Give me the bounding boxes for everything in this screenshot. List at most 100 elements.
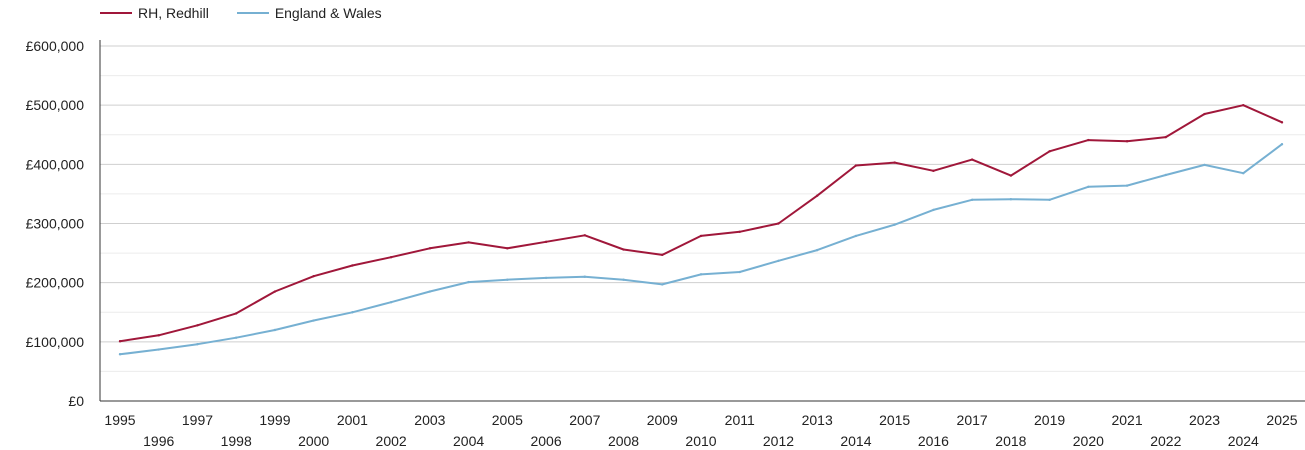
x-tick-label: 2015	[879, 412, 910, 428]
legend-item-series-2[interactable]: England & Wales	[236, 5, 382, 21]
x-tick-label: 2019	[1034, 412, 1065, 428]
data-point-series-2	[816, 248, 819, 252]
x-tick-label: 2014	[840, 433, 871, 449]
data-point-series-1	[661, 253, 664, 257]
data-point-series-2	[699, 273, 703, 276]
data-point-series-1	[196, 324, 199, 327]
data-point-series-1	[1280, 121, 1284, 124]
data-point-series-1	[389, 256, 393, 259]
data-point-series-2	[970, 198, 974, 202]
x-tick-label: 2007	[569, 412, 600, 428]
data-point-series-1	[932, 169, 935, 173]
data-point-series-2	[312, 319, 315, 322]
data-point-series-2	[738, 270, 741, 274]
x-tick-label: 2025	[1266, 412, 1297, 428]
data-point-series-1	[1203, 112, 1206, 116]
data-point-series-2	[1242, 172, 1245, 175]
data-point-series-1	[428, 247, 432, 250]
data-point-series-1	[544, 240, 548, 244]
legend-label-series-1: RH, Redhill	[138, 5, 209, 21]
data-point-series-2	[1203, 163, 1206, 167]
x-tick-label: 1997	[182, 412, 213, 428]
data-point-series-1	[1009, 174, 1013, 177]
x-tick-label: 2009	[647, 412, 678, 428]
data-point-series-1	[699, 234, 703, 238]
chart-legend: RH, Redhill England & Wales	[100, 3, 410, 23]
data-point-series-1	[467, 241, 470, 244]
y-tick-label: £400,000	[26, 156, 85, 172]
data-point-series-2	[622, 278, 625, 281]
x-tick-label: 1999	[259, 412, 290, 428]
y-tick-label: £300,000	[26, 216, 85, 232]
x-tick-label: 2004	[453, 433, 484, 449]
x-tick-label: 2005	[492, 412, 523, 428]
data-point-series-1	[622, 248, 625, 251]
legend-swatch-series-1	[100, 12, 132, 14]
data-point-series-2	[1164, 173, 1168, 177]
legend-swatch-series-2	[236, 12, 269, 14]
data-point-series-2	[467, 280, 470, 284]
x-tick-label: 2012	[763, 433, 794, 449]
x-tick-label: 1995	[104, 412, 135, 428]
data-point-series-2	[1280, 143, 1284, 146]
x-tick-label: 2010	[685, 433, 716, 449]
x-tick-label: 2013	[802, 412, 833, 428]
data-point-series-1	[816, 194, 819, 197]
y-tick-label: £200,000	[26, 275, 85, 291]
x-tick-label: 2011	[725, 412, 755, 428]
data-point-series-1	[970, 158, 974, 161]
data-point-series-2	[351, 311, 354, 314]
legend-item-series-1[interactable]: RH, Redhill	[100, 5, 209, 21]
data-point-series-1	[738, 230, 741, 233]
data-point-series-1	[854, 164, 858, 167]
x-tick-label: 1998	[221, 433, 252, 449]
data-point-series-2	[583, 275, 586, 278]
x-tick-label: 2017	[957, 412, 988, 428]
data-point-series-2	[1009, 198, 1013, 201]
x-tick-label: 2016	[918, 433, 949, 449]
data-point-series-2	[661, 283, 664, 286]
data-point-series-1	[777, 222, 780, 225]
data-point-series-2	[273, 328, 277, 332]
y-tick-label: £100,000	[26, 334, 85, 350]
data-point-series-2	[157, 348, 160, 351]
x-tick-label: 2008	[608, 433, 639, 449]
x-tick-label: 2018	[995, 433, 1026, 449]
data-point-series-1	[118, 340, 122, 343]
data-point-series-2	[932, 208, 935, 212]
data-point-series-1	[1125, 140, 1129, 143]
data-point-series-2	[506, 278, 509, 281]
x-tick-label: 2021	[1111, 412, 1142, 428]
data-point-series-1	[1242, 103, 1245, 107]
data-point-series-2	[118, 353, 122, 356]
data-point-series-2	[1087, 185, 1090, 189]
x-tick-label: 2006	[530, 433, 561, 449]
data-point-series-2	[1125, 184, 1129, 187]
data-point-series-2	[428, 290, 432, 293]
data-point-series-2	[893, 223, 896, 226]
data-point-series-2	[777, 259, 780, 262]
data-point-series-2	[196, 343, 199, 346]
data-point-series-2	[389, 300, 393, 304]
x-tick-label: 2023	[1189, 412, 1220, 428]
data-point-series-1	[506, 247, 509, 250]
data-point-series-1	[1048, 150, 1051, 153]
x-tick-label: 2003	[414, 412, 445, 428]
data-point-series-1	[351, 264, 354, 267]
y-tick-label: £500,000	[26, 97, 85, 113]
y-tick-label: £0	[68, 393, 84, 409]
series-line-2	[119, 143, 1283, 356]
data-point-series-2	[1048, 198, 1051, 202]
data-point-series-1	[312, 274, 315, 278]
data-point-series-1	[235, 312, 238, 315]
data-point-series-2	[544, 276, 548, 280]
data-point-series-1	[157, 334, 160, 337]
x-tick-label: 1996	[143, 433, 174, 449]
x-tick-label: 2000	[298, 433, 329, 449]
x-tick-label: 2020	[1073, 433, 1104, 449]
data-point-series-1	[893, 161, 896, 164]
data-point-series-2	[854, 234, 858, 238]
data-point-series-2	[235, 336, 238, 339]
data-point-series-1	[583, 234, 586, 237]
